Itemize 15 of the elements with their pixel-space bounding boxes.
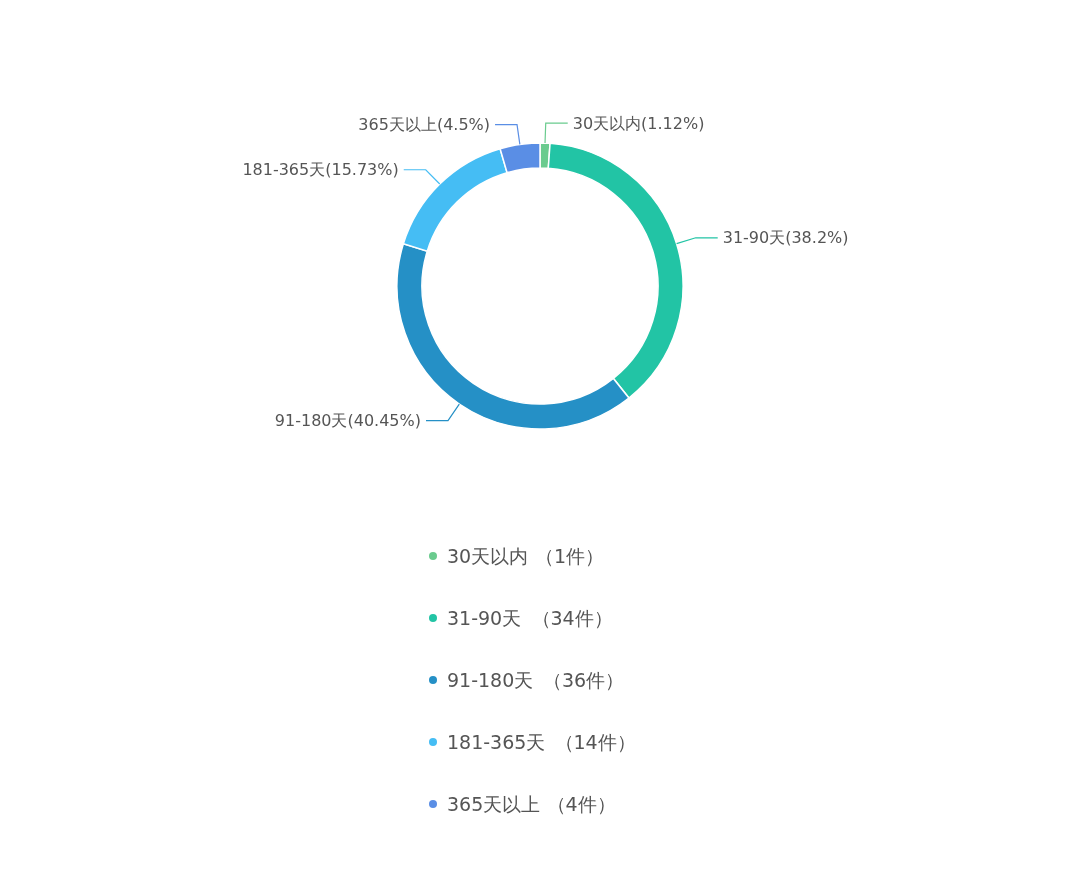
legend-label: 365天以上 <box>447 792 541 815</box>
legend-label: 91-180天 <box>447 668 534 691</box>
text: （14件） <box>554 730 636 753</box>
legend-label: 181-365天 <box>447 730 546 753</box>
category-label: 30天以内(1.12%) <box>572 113 705 133</box>
text: （34件） <box>531 606 613 629</box>
text: （1件） <box>535 544 605 567</box>
category-label: 31-90天(38.2%) <box>722 228 849 248</box>
category-label: 181-365天(15.73%) <box>242 160 399 180</box>
legend-label: 30天以内 <box>447 544 529 567</box>
legend-label: 31-90天 <box>447 606 522 629</box>
text: （36件） <box>543 668 625 691</box>
category-label: 365天以上(4.5%) <box>358 115 491 135</box>
text: （4件） <box>546 792 616 815</box>
category-label: 91-180天(40.45%) <box>274 411 421 431</box>
